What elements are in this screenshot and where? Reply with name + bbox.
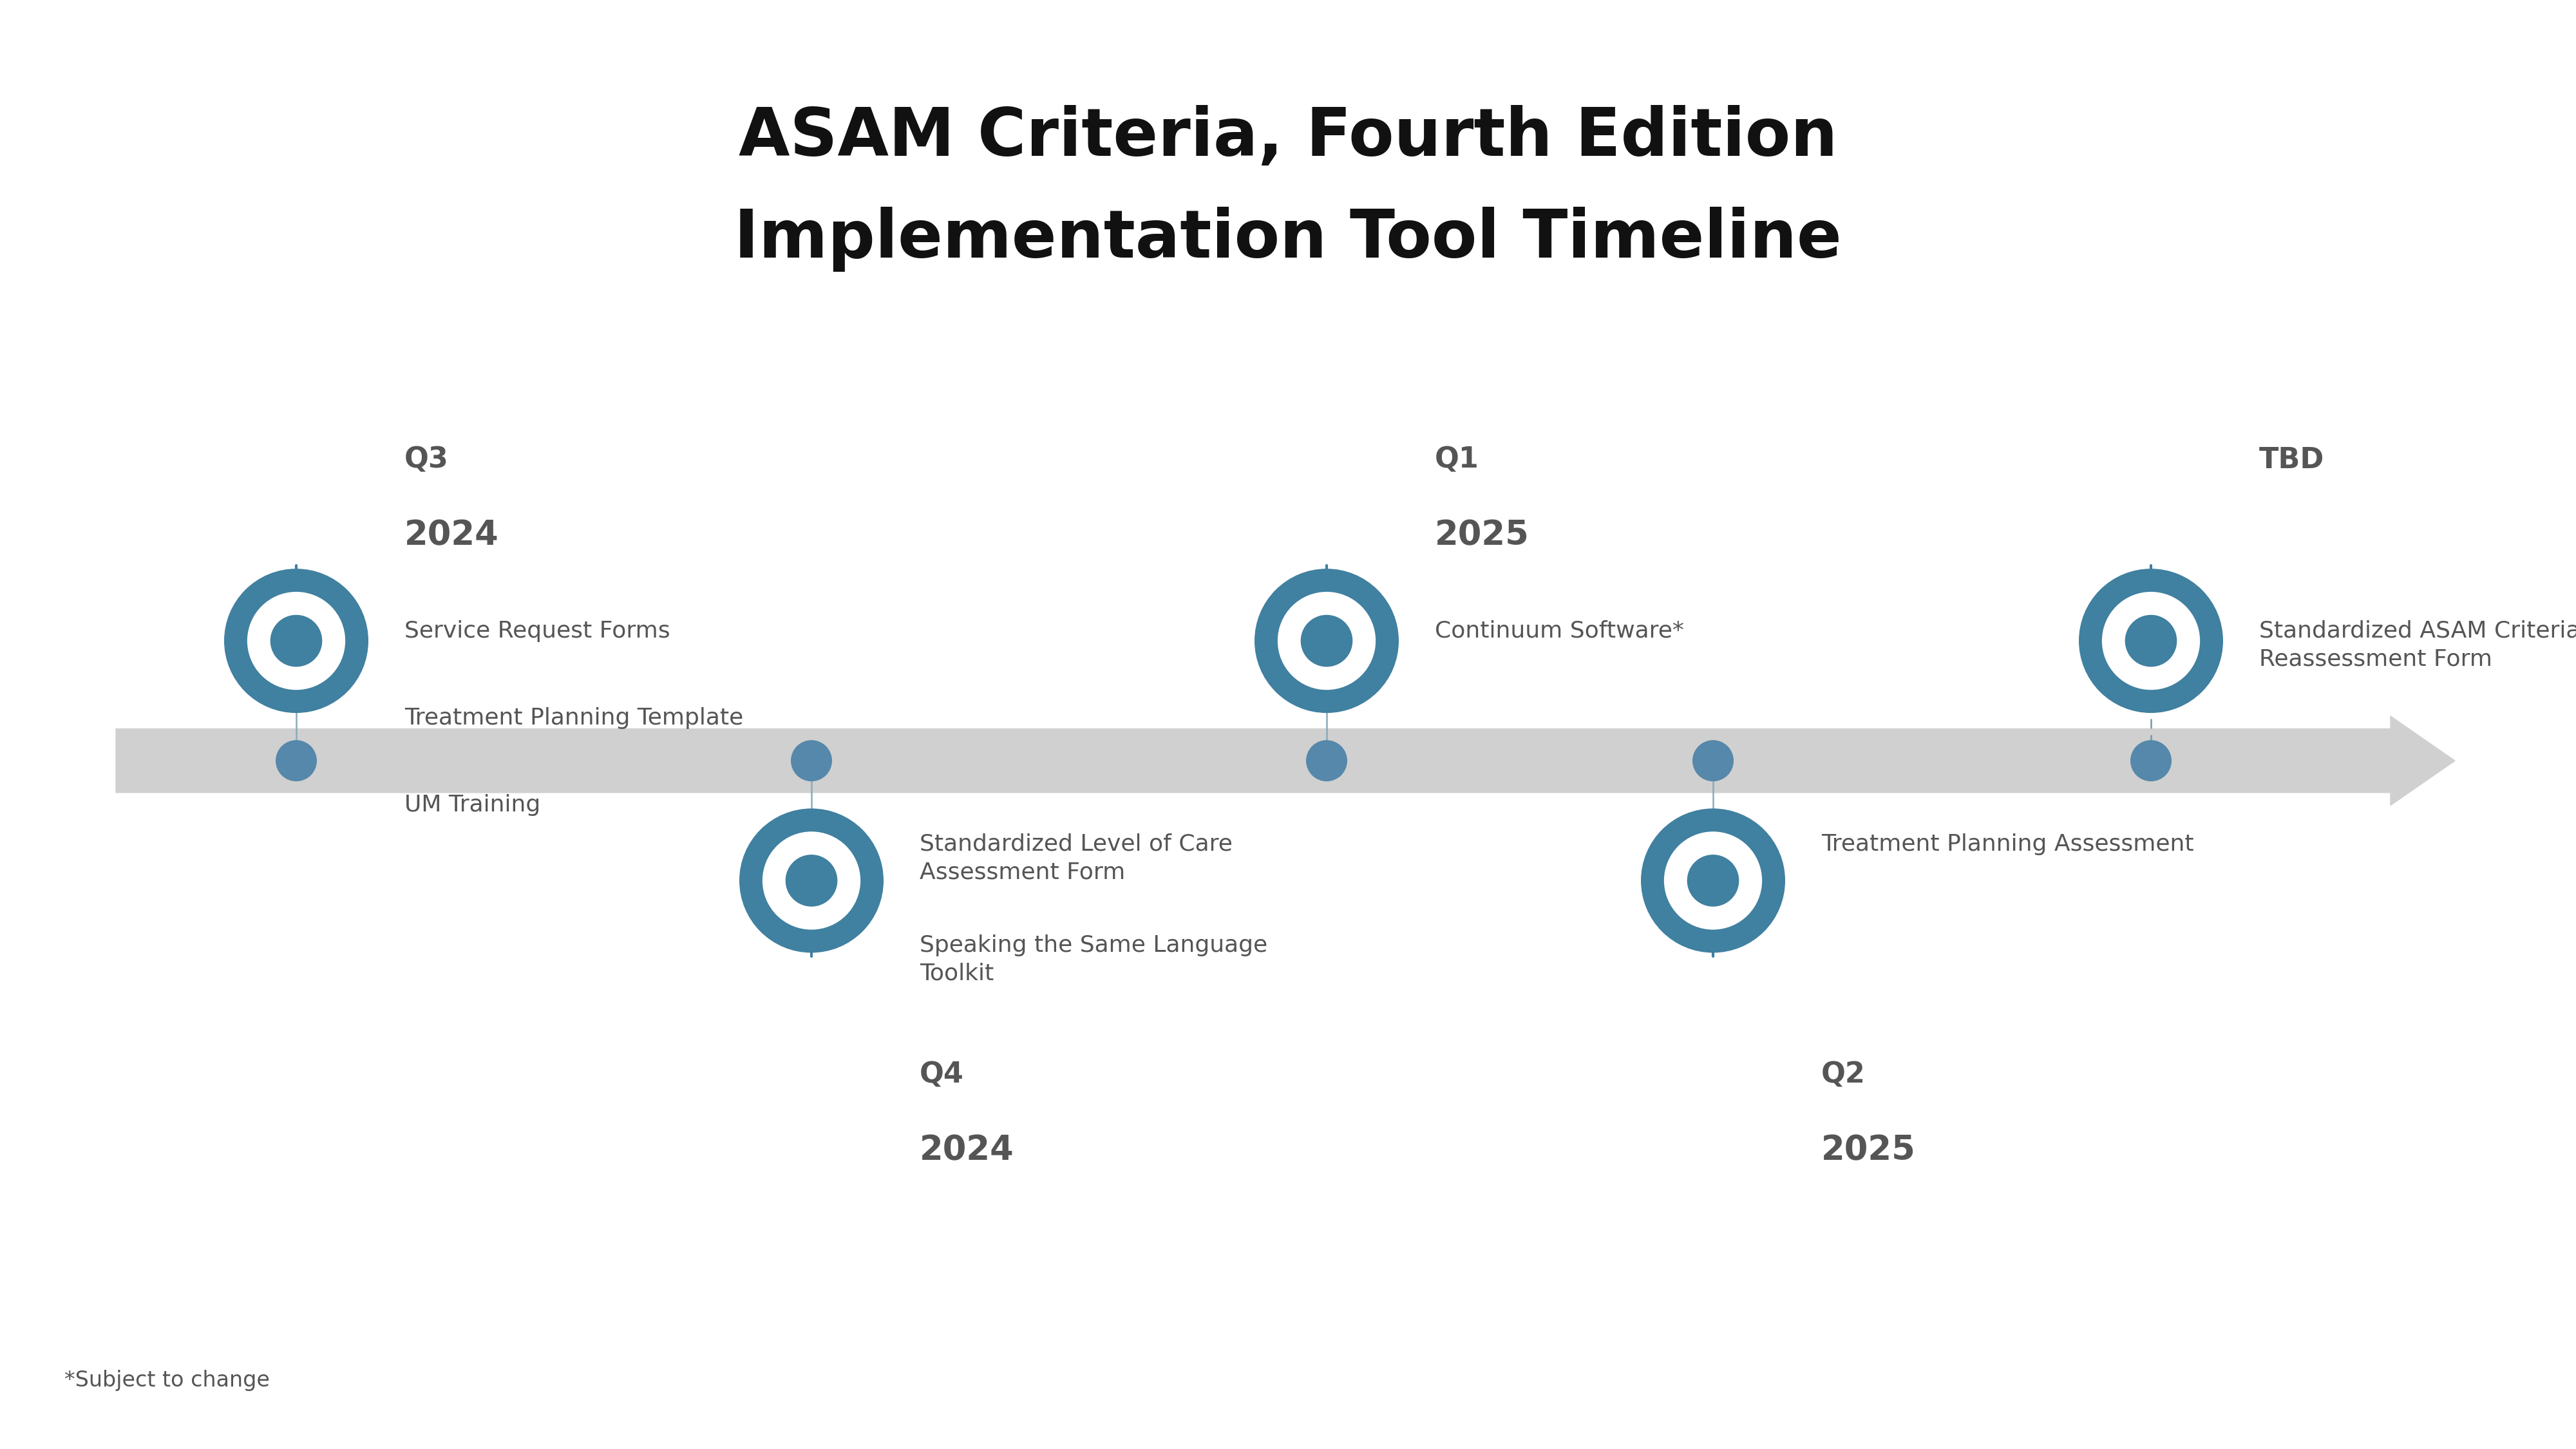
Text: Q2: Q2: [1821, 1061, 1865, 1088]
Ellipse shape: [270, 614, 322, 667]
Ellipse shape: [1278, 591, 1376, 690]
Text: TBD: TBD: [2259, 446, 2324, 474]
Ellipse shape: [247, 591, 345, 690]
Ellipse shape: [1687, 855, 1739, 907]
Text: 2025: 2025: [1435, 519, 1530, 552]
Ellipse shape: [1306, 740, 1347, 781]
Ellipse shape: [224, 568, 368, 713]
Ellipse shape: [1664, 832, 1762, 930]
Text: 2025: 2025: [1821, 1133, 1917, 1166]
Text: UM Training: UM Training: [404, 794, 541, 816]
Text: Treatment Planning Template: Treatment Planning Template: [404, 707, 744, 729]
Text: 2024: 2024: [920, 1133, 1015, 1166]
Text: Treatment Planning Assessment: Treatment Planning Assessment: [1821, 833, 2195, 855]
Ellipse shape: [2130, 740, 2172, 781]
Text: Q3: Q3: [404, 446, 448, 474]
Text: Q4: Q4: [920, 1061, 963, 1088]
Ellipse shape: [739, 809, 884, 953]
Text: Standardized Level of Care
Assessment Form: Standardized Level of Care Assessment Fo…: [920, 833, 1231, 882]
Text: 2024: 2024: [404, 519, 500, 552]
Text: Speaking the Same Language
Toolkit: Speaking the Same Language Toolkit: [920, 935, 1267, 984]
Text: Continuum Software*: Continuum Software*: [1435, 620, 1685, 642]
Ellipse shape: [276, 740, 317, 781]
Ellipse shape: [1641, 809, 1785, 953]
Text: Implementation Tool Timeline: Implementation Tool Timeline: [734, 207, 1842, 271]
Ellipse shape: [1692, 740, 1734, 781]
Ellipse shape: [762, 832, 860, 930]
Ellipse shape: [786, 855, 837, 907]
Text: Standardized ASAM Criteria
Reassessment Form: Standardized ASAM Criteria Reassessment …: [2259, 620, 2576, 669]
Ellipse shape: [2102, 591, 2200, 690]
Text: Service Request Forms: Service Request Forms: [404, 620, 670, 642]
Text: Q1: Q1: [1435, 446, 1479, 474]
Ellipse shape: [2125, 614, 2177, 667]
Text: *Subject to change: *Subject to change: [64, 1369, 270, 1391]
Text: ASAM Criteria, Fourth Edition: ASAM Criteria, Fourth Edition: [739, 106, 1837, 170]
Ellipse shape: [2079, 568, 2223, 713]
Ellipse shape: [1301, 614, 1352, 667]
FancyArrow shape: [116, 716, 2455, 806]
Ellipse shape: [791, 740, 832, 781]
Ellipse shape: [1255, 568, 1399, 713]
